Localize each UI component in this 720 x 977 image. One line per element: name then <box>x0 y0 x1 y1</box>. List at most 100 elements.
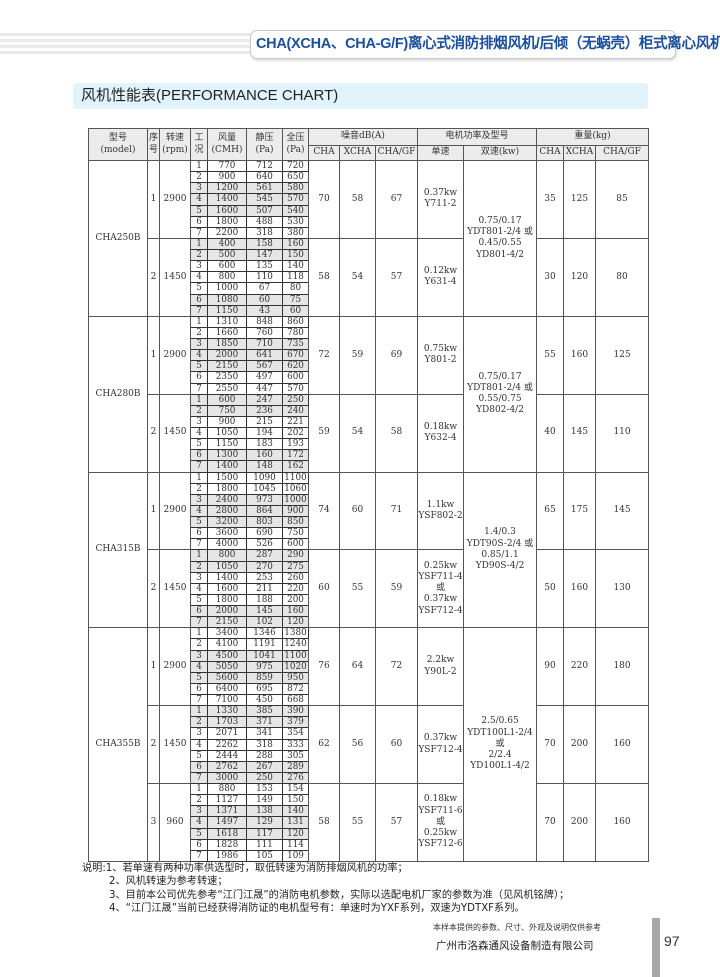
static-pressure-cell: 1090 <box>246 471 283 484</box>
noise-xcha: 56 <box>339 705 376 784</box>
weight-xcha: 125 <box>563 160 597 239</box>
cell-line: 0.37kw <box>423 733 458 744</box>
static-pressure-cell: 60 <box>246 293 283 306</box>
table-row: 7 2150 102 120 <box>89 616 649 629</box>
condition-cell: 4 <box>190 504 208 518</box>
condition-cell: 3 <box>190 337 208 351</box>
noise-cha: 58 <box>308 237 340 317</box>
condition-cell: 2 <box>190 560 208 573</box>
static-pressure-cell: 497 <box>246 371 283 384</box>
total-pressure-cell: 570 <box>282 382 309 395</box>
speed-seq: 2 <box>147 549 160 629</box>
table-row: 7 2550 447 570 <box>89 382 649 395</box>
dual-speed-motor: 2.5/0.65 YDT100L1-2/4 或 2/2.4 YD100L1-4/2 <box>462 627 538 862</box>
model-name: CHA250B <box>88 160 148 317</box>
single-speed-motor: 0.18kw Y632-4 <box>417 393 464 473</box>
cell-line: Y711-2 <box>424 199 457 210</box>
static-pressure-cell: 803 <box>246 515 283 529</box>
weight-chagf: 125 <box>595 315 650 395</box>
header-static: 静压 (Pa) <box>246 128 283 161</box>
condition-cell: 3 <box>190 805 208 818</box>
note-1: 说明:1、若单速有两种功率供选型时，取低转速为消防排烟风机的功率； <box>82 863 408 874</box>
condition-cell: 4 <box>190 426 208 440</box>
static-pressure-cell: 250 <box>246 771 283 785</box>
total-pressure-cell: 162 <box>282 460 309 473</box>
table-row: 2 1450 1 800 287 290 60 55 59 0.25kw YSF711-4 或 0.37… <box>89 549 650 629</box>
static-pressure-cell: 318 <box>246 226 283 239</box>
speed-rpm: 2900 <box>159 627 191 707</box>
static-pressure-cell: 760 <box>246 326 283 340</box>
condition-cell: 1 <box>190 393 208 406</box>
flow-cell: 3000 <box>207 771 247 785</box>
condition-cell: 7 <box>190 382 208 395</box>
condition-cell: 5 <box>190 282 208 295</box>
condition-cell: 6 <box>190 527 208 540</box>
condition-cell: 6 <box>190 215 208 228</box>
cell-line: YD802-4/2 <box>476 405 524 416</box>
flow-cell: 1703 <box>207 716 247 729</box>
total-pressure-cell: 80 <box>282 282 309 295</box>
flow-cell: 3400 <box>207 627 247 640</box>
table-row: CHA250B 1 2900 1 770 712 720 70 58 67 0.37kw Y711-2… <box>88 159 650 317</box>
total-pressure-cell: 735 <box>282 337 309 351</box>
static-pressure-cell: 253 <box>246 571 283 584</box>
single-speed-motor: 0.37kw Y711-2 <box>417 160 464 239</box>
header-weight-chagf: CHA/GF <box>595 145 650 161</box>
total-pressure-cell: 131 <box>282 816 309 829</box>
static-pressure-cell: 149 <box>246 794 283 807</box>
table-row: CHA280B 1 2900 1 1310 848 860 72 59 69 0.75kw Y801-… <box>88 315 650 473</box>
cell-line: YDT90S-2/4 或 <box>466 538 534 549</box>
note-3: 3、目前本公司优先参考“江门江晟”的消防电机参数，实际以选配电机厂家的参数为准（… <box>109 889 570 901</box>
header-noise-cha: CHA <box>308 145 340 161</box>
condition-cell: 2 <box>190 794 208 807</box>
weight-xcha: 160 <box>563 549 597 629</box>
condition-cell: 3 <box>190 571 208 584</box>
static-pressure-cell: 67 <box>246 282 283 295</box>
noise-chagf: 58 <box>375 393 418 473</box>
static-pressure-cell: 450 <box>246 693 283 707</box>
noise-chagf: 71 <box>375 471 418 551</box>
flow-cell: 1371 <box>207 805 247 818</box>
cell-line: 0.75/0.17 <box>478 371 522 382</box>
flow-cell: 500 <box>207 248 247 262</box>
condition-cell: 6 <box>190 293 208 306</box>
condition-cell: 4 <box>190 349 208 362</box>
table-row: 5 2150 567 620 <box>89 360 649 373</box>
static-pressure-cell: 267 <box>246 760 283 773</box>
total-pressure-cell: 140 <box>282 805 309 818</box>
noise-cha: 59 <box>308 393 340 473</box>
dual-speed-motor: 1.4/0.3 YDT90S-2/4 或 0.85/1.1 YD90S-4/2 <box>462 471 538 629</box>
condition-cell: 7 <box>190 849 208 862</box>
single-speed-motor: 0.12kw Y631-4 <box>417 237 464 317</box>
total-pressure-cell: 900 <box>282 504 309 518</box>
note-2: 2、风机转速为参考转速； <box>109 876 228 888</box>
table-row: 2 1450 1 1330 385 390 62 56 60 0.37kw YSF712-4 70 20… <box>89 705 650 784</box>
condition-cell: 4 <box>190 816 208 829</box>
cell-line: YSF802-2 <box>418 510 463 521</box>
header-model: 型号 (model) <box>88 128 148 161</box>
header-dual-speed: 双速(kw) <box>462 145 538 161</box>
weight-cha: 65 <box>536 471 565 551</box>
flow-cell: 1400 <box>207 193 247 206</box>
noise-xcha: 55 <box>339 783 376 862</box>
total-pressure-cell: 670 <box>282 349 309 362</box>
noise-xcha: 59 <box>339 315 376 395</box>
section-title: 风机性能表(PERFORMANCE CHART) <box>73 83 648 109</box>
flow-cell: 1150 <box>207 304 247 317</box>
condition-cell: 4 <box>190 271 208 284</box>
condition-cell: 2 <box>190 638 208 651</box>
static-pressure-cell: 975 <box>246 660 283 673</box>
condition-cell: 7 <box>190 304 208 317</box>
condition-cell: 1 <box>190 549 208 562</box>
total-pressure-cell: 60 <box>282 304 309 317</box>
flow-cell: 900 <box>207 415 247 429</box>
static-pressure-cell: 111 <box>246 838 283 851</box>
total-pressure-cell: 260 <box>282 571 309 584</box>
flow-cell: 2400 <box>207 493 247 506</box>
weight-xcha: 175 <box>563 471 597 551</box>
noise-chagf: 60 <box>375 705 418 784</box>
condition-cell: 4 <box>190 738 208 751</box>
header-weight-cha: CHA <box>536 145 565 161</box>
noise-chagf: 69 <box>375 315 418 395</box>
weight-cha: 40 <box>536 393 565 473</box>
